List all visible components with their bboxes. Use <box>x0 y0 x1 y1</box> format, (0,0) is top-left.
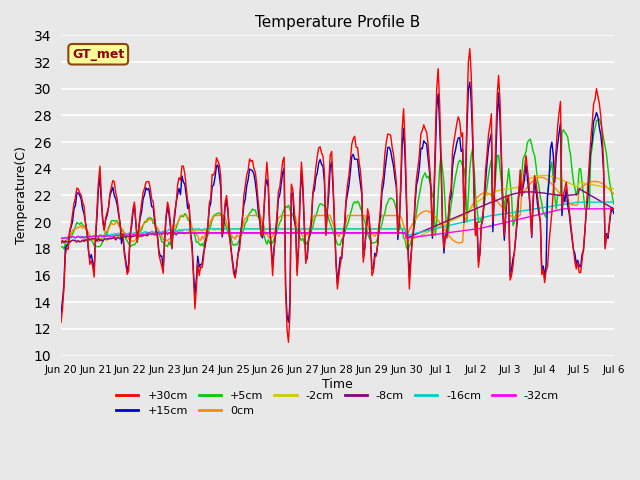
+15cm <box>426 169 433 175</box>
-8cm <box>610 206 618 212</box>
+30cm <box>57 319 65 325</box>
Line: -8cm: -8cm <box>61 189 614 243</box>
+30cm <box>351 133 358 139</box>
+15cm <box>351 156 358 162</box>
Y-axis label: Temperature(C): Temperature(C) <box>15 146 28 244</box>
Line: +5cm: +5cm <box>61 119 614 251</box>
-16cm <box>574 199 582 205</box>
-2cm <box>108 235 115 240</box>
X-axis label: Time: Time <box>322 378 353 391</box>
-32cm <box>443 230 451 236</box>
+30cm <box>285 339 292 345</box>
-2cm <box>541 173 548 179</box>
Legend: +30cm, +15cm, +5cm, 0cm, -2cm, -8cm, -16cm, -32cm: +30cm, +15cm, +5cm, 0cm, -2cm, -8cm, -16… <box>112 386 563 420</box>
-8cm <box>70 238 78 243</box>
Line: 0cm: 0cm <box>61 177 614 243</box>
+30cm <box>426 162 433 168</box>
+30cm <box>443 235 451 241</box>
0cm <box>443 230 451 236</box>
-32cm <box>57 235 65 241</box>
+5cm <box>349 201 357 206</box>
+30cm <box>70 201 78 206</box>
-16cm <box>351 226 358 232</box>
+5cm <box>106 222 114 228</box>
+15cm <box>285 319 292 325</box>
+15cm <box>106 192 114 198</box>
-16cm <box>59 236 67 242</box>
+5cm <box>404 248 412 253</box>
+15cm <box>286 302 294 308</box>
-32cm <box>610 206 618 212</box>
+15cm <box>70 206 78 212</box>
+30cm <box>466 46 474 51</box>
Line: -32cm: -32cm <box>61 209 614 239</box>
-2cm <box>57 240 65 245</box>
+5cm <box>595 116 603 122</box>
-2cm <box>286 226 294 232</box>
0cm <box>57 239 65 244</box>
-32cm <box>59 236 67 241</box>
-32cm <box>72 235 79 240</box>
Line: +30cm: +30cm <box>61 48 614 342</box>
-8cm <box>106 236 114 241</box>
+5cm <box>57 244 65 250</box>
+30cm <box>286 313 294 319</box>
-32cm <box>426 232 433 238</box>
Text: GT_met: GT_met <box>72 48 124 61</box>
+15cm <box>466 79 474 85</box>
-16cm <box>57 235 65 240</box>
0cm <box>536 174 544 180</box>
0cm <box>108 220 115 226</box>
+5cm <box>285 203 292 208</box>
+5cm <box>610 201 618 207</box>
0cm <box>426 209 433 215</box>
+5cm <box>70 228 78 234</box>
+5cm <box>426 177 433 183</box>
Title: Temperature Profile B: Temperature Profile B <box>255 15 420 30</box>
Line: +15cm: +15cm <box>61 82 614 322</box>
-16cm <box>426 227 433 233</box>
-32cm <box>286 230 294 236</box>
+5cm <box>443 233 451 239</box>
+15cm <box>443 233 451 239</box>
-8cm <box>575 186 583 192</box>
+30cm <box>106 191 114 196</box>
0cm <box>72 226 79 231</box>
-2cm <box>610 186 618 192</box>
-16cm <box>610 199 618 205</box>
-16cm <box>443 223 451 229</box>
-16cm <box>108 231 115 237</box>
0cm <box>351 213 358 218</box>
-2cm <box>426 228 433 234</box>
-8cm <box>57 240 65 246</box>
-2cm <box>59 240 67 246</box>
-2cm <box>443 220 451 226</box>
-2cm <box>351 226 358 232</box>
+15cm <box>57 311 65 317</box>
+15cm <box>610 211 618 216</box>
Line: -2cm: -2cm <box>61 176 614 243</box>
-16cm <box>286 226 294 232</box>
-32cm <box>559 206 567 212</box>
-32cm <box>108 234 115 240</box>
-8cm <box>349 230 357 236</box>
-16cm <box>72 235 79 241</box>
0cm <box>610 191 618 197</box>
+30cm <box>610 206 618 212</box>
-32cm <box>351 230 358 236</box>
-8cm <box>424 226 432 232</box>
-2cm <box>72 240 79 245</box>
Line: -16cm: -16cm <box>61 202 614 239</box>
0cm <box>61 240 69 246</box>
-8cm <box>285 230 292 236</box>
-8cm <box>442 219 449 225</box>
0cm <box>286 213 294 218</box>
